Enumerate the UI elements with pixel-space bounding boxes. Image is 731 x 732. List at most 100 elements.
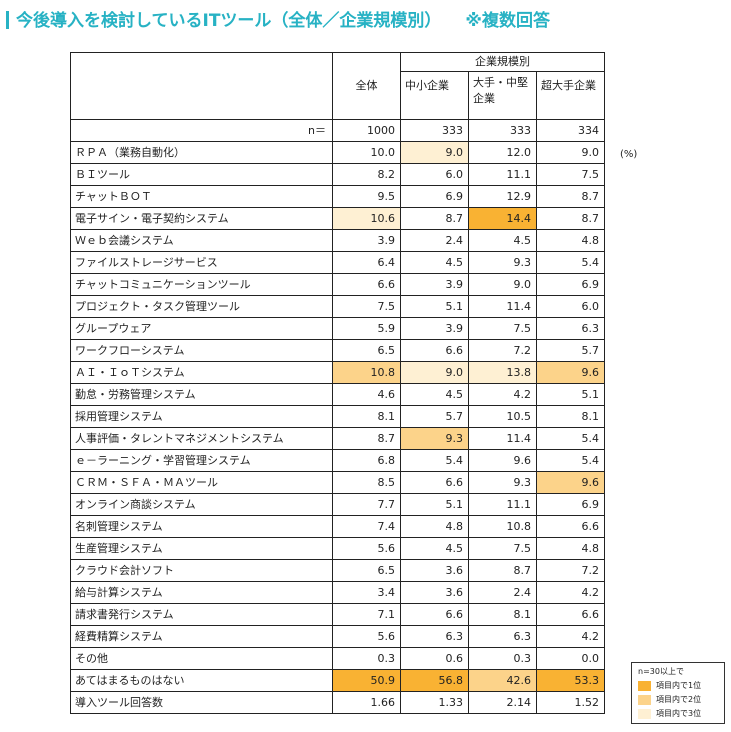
value-cell: 9.0	[536, 141, 605, 164]
row-label: 人事評価・タレントマネジメントシステム	[70, 427, 333, 450]
value-cell: 12.0	[468, 141, 537, 164]
table-row: 請求書発行システム 7.1 6.6 8.1 6.6	[70, 603, 605, 626]
value-cell: 7.5	[468, 537, 537, 560]
legend-item: 項目内で2位	[638, 693, 724, 706]
value-cell: 9.6	[536, 471, 605, 494]
value-cell: 8.5	[332, 471, 401, 494]
value-cell: 6.6	[332, 273, 401, 296]
value-cell: 6.3	[400, 625, 469, 648]
value-cell: 0.6	[400, 647, 469, 670]
value-cell: 3.6	[400, 559, 469, 582]
value-cell: 5.6	[332, 537, 401, 560]
table-row: 経費精算システム 5.6 6.3 6.3 4.2	[70, 625, 605, 648]
value-cell: 7.5	[468, 317, 537, 340]
row-label: その他	[70, 647, 333, 670]
value-cell: 11.1	[468, 493, 537, 516]
value-cell: 6.9	[536, 493, 605, 516]
row-label: 経費精算システム	[70, 625, 333, 648]
value-cell: 6.3	[536, 317, 605, 340]
header-total: 全体	[332, 52, 401, 120]
row-label: チャットコミュニケーションツール	[70, 273, 333, 296]
value-cell: 3.9	[332, 229, 401, 252]
value-cell: 2.4	[400, 229, 469, 252]
value-cell: 6.4	[332, 251, 401, 274]
footer-value: 1.52	[536, 691, 605, 714]
n-value: 1000	[332, 119, 401, 142]
value-cell: 4.5	[400, 383, 469, 406]
legend-item: 項目内で1位	[638, 679, 724, 692]
row-label: 請求書発行システム	[70, 603, 333, 626]
table-row: チャットＢＯＴ 9.5 6.9 12.9 8.7	[70, 185, 605, 208]
value-cell: 8.7	[536, 207, 605, 230]
legend-label: 項目内で1位	[656, 681, 702, 690]
value-cell: 9.0	[400, 141, 469, 164]
footer-label: 導入ツール回答数	[70, 691, 333, 714]
footer-row: 導入ツール回答数 1.66 1.33 2.14 1.52	[70, 691, 605, 714]
value-cell: 56.8	[400, 669, 469, 692]
value-cell: 7.5	[332, 295, 401, 318]
value-cell: 3.9	[400, 273, 469, 296]
unit-label: (%)	[620, 149, 638, 160]
value-cell: 6.0	[536, 295, 605, 318]
legend-label: 項目内で2位	[656, 695, 702, 704]
title-text: 今後導入を検討しているITツール（全体／企業規模別）	[16, 11, 442, 31]
n-label: n＝	[70, 119, 333, 142]
value-cell: 7.2	[468, 339, 537, 362]
value-cell: 8.2	[332, 163, 401, 186]
value-cell: 4.8	[536, 537, 605, 560]
value-cell: 14.4	[468, 207, 537, 230]
value-cell: 9.5	[332, 185, 401, 208]
row-label: 生産管理システム	[70, 537, 333, 560]
value-cell: 5.9	[332, 317, 401, 340]
data-table: 全体 企業規模別 中小企業 大手・中堅企業 超大手企業 n＝ 1000 333 …	[70, 52, 605, 714]
value-cell: 5.4	[400, 449, 469, 472]
value-cell: 6.6	[536, 603, 605, 626]
value-cell: 5.4	[536, 251, 605, 274]
row-label: ワークフローシステム	[70, 339, 333, 362]
footer-value: 1.66	[332, 691, 401, 714]
header-row-group: 全体 企業規模別	[70, 52, 605, 120]
value-cell: 6.5	[332, 339, 401, 362]
table-row: ファイルストレージサービス 6.4 4.5 9.3 5.4	[70, 251, 605, 274]
value-cell: 6.0	[400, 163, 469, 186]
table-row: オンライン商談システム 7.7 5.1 11.1 6.9	[70, 493, 605, 516]
header-row-columns: 中小企業 大手・中堅企業 超大手企業	[71, 71, 605, 120]
table-row: Ｗｅｂ会議システム 3.9 2.4 4.5 4.8	[70, 229, 605, 252]
footer-value: 1.33	[400, 691, 469, 714]
value-cell: 10.8	[468, 515, 537, 538]
value-cell: 6.6	[400, 471, 469, 494]
page-title: 今後導入を検討しているITツール（全体／企業規模別） ※複数回答	[6, 8, 550, 34]
row-label: グループウェア	[70, 317, 333, 340]
value-cell: 9.0	[400, 361, 469, 384]
n-row: n＝ 1000 333 333 334	[70, 119, 605, 142]
value-cell: 8.1	[536, 405, 605, 428]
footer-value: 2.14	[468, 691, 537, 714]
value-cell: 50.9	[332, 669, 401, 692]
value-cell: 9.3	[468, 251, 537, 274]
legend-title: n=30以上で	[638, 667, 684, 676]
value-cell: 2.4	[468, 581, 537, 604]
legend-swatch	[638, 694, 651, 705]
table-row: ｅ－ラーニング・学習管理システム 6.8 5.4 9.6 5.4	[70, 449, 605, 472]
value-cell: 4.5	[400, 537, 469, 560]
value-cell: 4.2	[468, 383, 537, 406]
value-cell: 8.7	[400, 207, 469, 230]
value-cell: 11.4	[468, 295, 537, 318]
value-cell: 0.3	[332, 647, 401, 670]
table-row: ＡＩ・ＩｏＴシステム 10.8 9.0 13.8 9.6	[70, 361, 605, 384]
row-label: 採用管理システム	[70, 405, 333, 428]
value-cell: 7.4	[332, 515, 401, 538]
table-row: ＣＲＭ・ＳＦＡ・ＭＡツール 8.5 6.6 9.3 9.6	[70, 471, 605, 494]
table-row: あてはまるものはない 50.9 56.8 42.6 53.3	[70, 669, 605, 692]
value-cell: 4.5	[468, 229, 537, 252]
row-label: Ｗｅｂ会議システム	[70, 229, 333, 252]
row-label: ＡＩ・ＩｏＴシステム	[70, 361, 333, 384]
value-cell: 6.5	[332, 559, 401, 582]
value-cell: 9.0	[468, 273, 537, 296]
row-label: あてはまるものはない	[70, 669, 333, 692]
value-cell: 6.6	[400, 339, 469, 362]
value-cell: 5.4	[536, 449, 605, 472]
n-value: 333	[468, 119, 537, 142]
value-cell: 4.6	[332, 383, 401, 406]
row-label: チャットＢＯＴ	[70, 185, 333, 208]
